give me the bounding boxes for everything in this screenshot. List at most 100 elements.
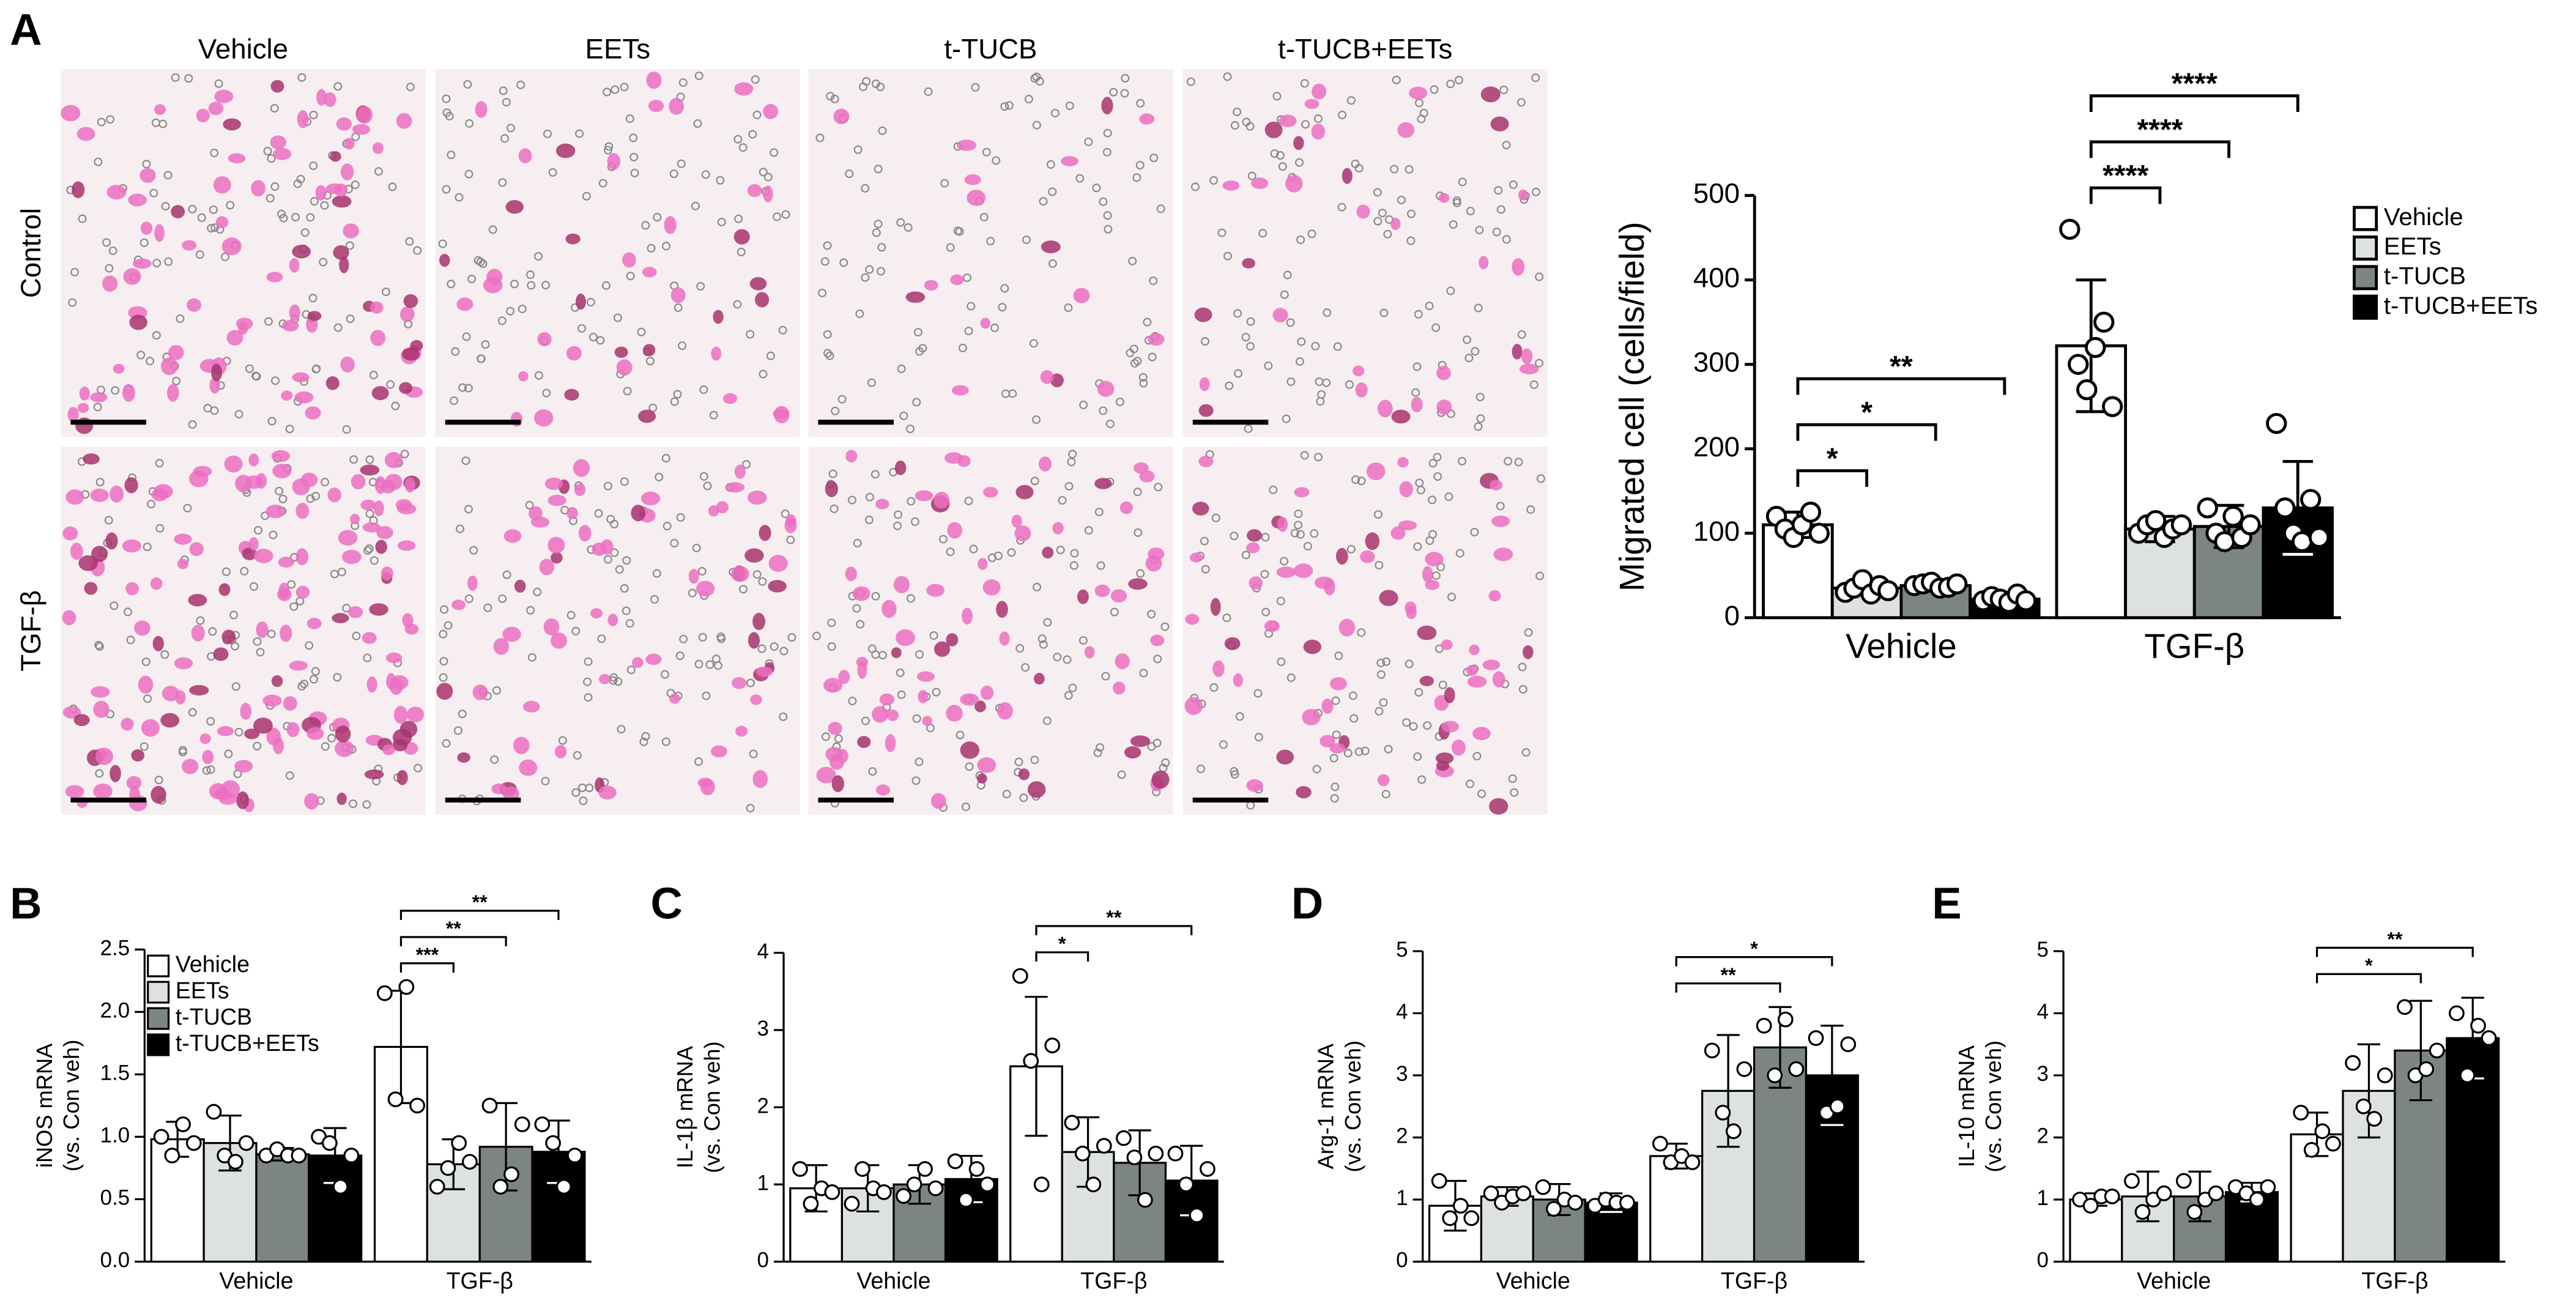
cell-ring — [463, 80, 472, 89]
cell-ring — [321, 478, 330, 487]
cell-stained — [924, 280, 938, 291]
cell-stained — [1399, 481, 1413, 497]
cell-ring — [1272, 92, 1282, 101]
cell-ring — [961, 802, 970, 811]
cell-stained — [831, 775, 844, 792]
cell-ring — [571, 626, 581, 636]
cell-stained — [982, 579, 1001, 596]
cell-ring — [812, 631, 822, 640]
cell-stained — [816, 766, 836, 784]
cell-ring — [1438, 680, 1447, 689]
y-tick-label: 200 — [1693, 431, 1740, 462]
legend-label: Vehicle — [176, 951, 250, 977]
cell-stained — [1314, 576, 1334, 589]
cell-ring — [604, 146, 612, 155]
cell-stained — [915, 490, 934, 502]
legend-swatch — [2352, 206, 2378, 231]
cell-ring — [319, 258, 328, 267]
data-point — [1200, 1161, 1216, 1177]
legend-label: EETs — [176, 978, 229, 1003]
cell-ring — [1058, 495, 1067, 505]
cell-ring — [1499, 85, 1509, 94]
cell-ring — [894, 510, 903, 519]
cell-ring — [155, 459, 164, 468]
cell-ring — [1373, 510, 1383, 519]
y-tick-label: 0 — [1396, 1248, 1408, 1272]
cell-ring — [899, 411, 908, 420]
cell-stained — [221, 237, 242, 256]
cell-ring — [1521, 748, 1531, 757]
cell-ring — [1276, 596, 1285, 606]
cell-ring — [296, 174, 305, 184]
cell-ring — [856, 620, 865, 629]
cell-ring — [1030, 477, 1039, 486]
cell-ring — [1458, 177, 1467, 187]
cell-stained — [592, 542, 607, 556]
cell-ring — [1053, 653, 1062, 662]
y-tick-label: 2 — [2036, 1124, 2048, 1148]
cell-ring — [1241, 333, 1250, 342]
data-point — [1189, 1207, 1205, 1223]
micrograph-cells — [1184, 450, 1545, 815]
cell-ring — [826, 92, 835, 101]
cell-ring — [139, 238, 149, 247]
cell-stained — [1194, 307, 1212, 322]
cell-ring — [1402, 718, 1411, 727]
cell-ring — [897, 364, 906, 373]
cell-stained — [262, 694, 282, 707]
cell-ring — [1230, 121, 1239, 130]
data-point — [917, 1161, 933, 1177]
cell-ring — [1230, 766, 1239, 776]
cell-stained — [1397, 122, 1415, 138]
cell-ring — [1035, 76, 1044, 86]
cell-ring — [234, 410, 243, 419]
cell-ring — [256, 648, 265, 657]
cell-ring — [979, 213, 989, 221]
significance-bracket — [1675, 956, 1833, 967]
cell-stained — [160, 357, 178, 376]
cell-ring — [1261, 533, 1270, 542]
cell-stained — [171, 205, 185, 218]
y-tick-label: 4 — [757, 940, 768, 963]
cell-stained — [1489, 798, 1509, 815]
cell-ring — [1022, 235, 1031, 244]
cell-ring — [645, 357, 655, 366]
cell-ring — [442, 94, 451, 103]
cell-ring — [717, 218, 726, 226]
cell-ring — [674, 303, 683, 312]
cell-stained — [534, 409, 554, 427]
cell-stained — [131, 749, 145, 762]
cell-stained — [1094, 584, 1110, 597]
cell-ring — [904, 223, 913, 232]
cell-ring — [108, 246, 117, 255]
cell-stained — [565, 233, 581, 245]
cell-stained — [1329, 743, 1346, 754]
data-point — [1535, 1179, 1551, 1195]
cell-stained — [402, 613, 414, 628]
significance-label: * — [1750, 938, 1758, 960]
cell-ring — [912, 714, 921, 723]
cell-ring — [828, 469, 837, 478]
cell-ring — [639, 737, 648, 746]
cell-ring — [1143, 317, 1152, 327]
cell-stained — [483, 277, 503, 294]
cell-stained — [160, 713, 180, 728]
row-label: Control — [15, 208, 46, 298]
cell-stained — [763, 103, 779, 119]
cell-ring — [406, 83, 415, 92]
cell-ring — [630, 168, 639, 177]
cell-ring — [1286, 673, 1296, 682]
cell-ring — [469, 546, 478, 555]
cell-ring — [291, 213, 300, 221]
cell-stained — [1077, 589, 1089, 604]
cell-ring — [965, 762, 974, 771]
cell-ring — [1535, 358, 1544, 368]
cell-ring — [502, 570, 511, 579]
cell-stained — [1335, 547, 1348, 565]
cell-ring — [197, 213, 206, 222]
cell-stained — [1246, 542, 1260, 554]
data-point — [2156, 1185, 2172, 1201]
cell-ring — [992, 156, 1001, 165]
cell-ring — [1311, 341, 1320, 351]
cell-stained — [1518, 189, 1529, 201]
